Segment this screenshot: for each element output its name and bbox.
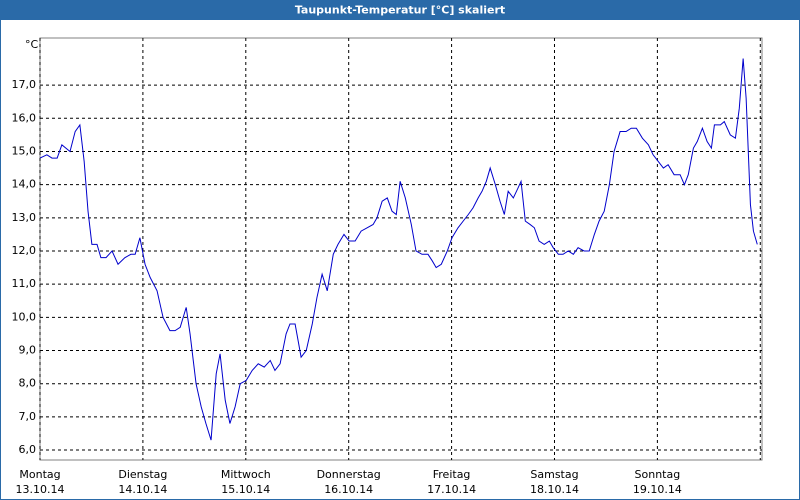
x-tick-label: Dienstag	[118, 468, 167, 481]
y-tick-label: 9,0	[19, 344, 37, 357]
chart-title: Taupunkt-Temperatur [°C] skaliert	[295, 4, 505, 17]
y-tick-label: 6,0	[19, 443, 37, 456]
x-tick-date: 15.10.14	[221, 483, 270, 496]
y-tick-label: 7,0	[19, 410, 37, 423]
y-tick-label: 16,0	[12, 111, 37, 124]
x-tick-label: Montag	[19, 468, 60, 481]
y-tick-label: 12,0	[12, 244, 37, 257]
data-line	[39, 58, 758, 441]
x-tick-label: Donnerstag	[317, 468, 381, 481]
x-tick-date: 16.10.14	[324, 483, 373, 496]
y-tick-label: 13,0	[12, 211, 37, 224]
y-tick-label: 8,0	[19, 377, 37, 390]
y-tick-label: 15,0	[12, 144, 37, 157]
x-tick-label: Samstag	[530, 468, 578, 481]
x-tick-label: Mittwoch	[221, 468, 271, 481]
x-tick-label: Sonntag	[635, 468, 681, 481]
x-tick-date: 14.10.14	[118, 483, 167, 496]
y-tick-label: 14,0	[12, 178, 37, 191]
y-tick-label: 10,0	[12, 310, 37, 323]
x-tick-label: Freitag	[433, 468, 471, 481]
y-tick-label: 11,0	[12, 277, 37, 290]
y-tick-label: 17,0	[12, 78, 37, 91]
x-tick-date: 17.10.14	[427, 483, 476, 496]
x-tick-date: 18.10.14	[530, 483, 579, 496]
x-tick-date: 19.10.14	[633, 483, 682, 496]
x-tick-date: 13.10.14	[16, 483, 65, 496]
title-bar	[0, 0, 800, 20]
y-axis-label: °C	[25, 38, 39, 51]
